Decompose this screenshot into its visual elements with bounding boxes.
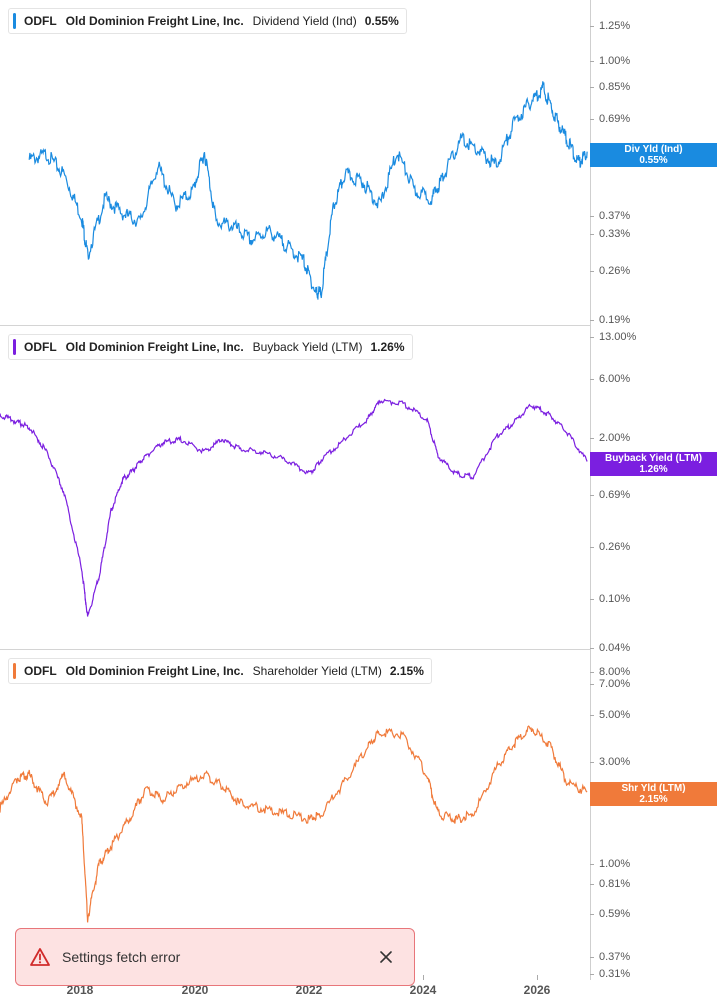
y-tick-label: 0.69%: [599, 113, 631, 125]
x-tick-label: 2022: [295, 983, 323, 997]
current-value-badge: Buyback Yield (LTM) 1.26%: [590, 452, 717, 476]
y-tick-mark: [590, 715, 594, 716]
y-tick-mark: [590, 672, 594, 673]
badge-value: 2.15%: [639, 794, 668, 805]
chart-plot-area: [0, 725, 588, 923]
x-tick-label: 2018: [66, 983, 94, 997]
y-tick-mark: [590, 337, 594, 338]
y-tick-label: 13.00%: [599, 331, 637, 343]
badge-series-label: Shr Yld (LTM): [621, 783, 686, 794]
badge-value: 1.26%: [639, 464, 668, 475]
y-tick-mark: [590, 271, 594, 272]
x-tick-label: 2026: [523, 983, 551, 997]
series-color-swatch: [13, 13, 16, 29]
y-tick-mark: [590, 974, 594, 975]
y-tick-mark: [590, 320, 594, 321]
series-color-swatch: [13, 663, 16, 679]
y-tick-label: 5.00%: [599, 709, 631, 721]
y-tick-label: 1.25%: [599, 20, 631, 32]
y-tick-mark: [590, 648, 594, 649]
y-tick-mark: [590, 438, 594, 439]
y-tick-label: 6.00%: [599, 373, 631, 385]
legend-ticker: ODFL: [24, 664, 57, 678]
toast-message: Settings fetch error: [62, 949, 181, 965]
series-line: [0, 725, 588, 923]
y-tick-label: 0.33%: [599, 228, 631, 240]
x-tick-label: 2020: [181, 983, 209, 997]
y-tick-label: 0.19%: [599, 314, 631, 326]
y-tick-mark: [590, 884, 594, 885]
legend-metric: Buyback Yield (LTM): [252, 340, 363, 354]
legend-ticker: ODFL: [24, 14, 57, 28]
legend-company: Old Dominion Freight Line, Inc.: [65, 664, 244, 678]
y-tick-label: 0.59%: [599, 908, 631, 920]
badge-series-label: Buyback Yield (LTM): [604, 453, 703, 464]
series-line: [28, 81, 588, 300]
warning-triangle-icon: [30, 948, 50, 966]
y-tick-mark: [590, 599, 594, 600]
y-tick-label: 0.81%: [599, 878, 631, 890]
y-tick-mark: [590, 762, 594, 763]
current-value-badge: Div Yld (Ind) 0.55%: [590, 143, 717, 167]
y-tick-label: 0.26%: [599, 541, 631, 553]
y-tick-label: 0.37%: [599, 951, 631, 963]
legend-metric: Dividend Yield (Ind): [252, 14, 357, 28]
legend-company: Old Dominion Freight Line, Inc.: [65, 340, 244, 354]
close-icon: [380, 951, 392, 963]
panel-divider: [0, 325, 590, 326]
y-tick-mark: [590, 26, 594, 27]
buyback-yield-panel: ODFL Old Dominion Freight Line, Inc. Buy…: [0, 326, 717, 649]
series-line: [0, 398, 588, 617]
x-tick-mark: [537, 975, 538, 980]
y-tick-mark: [590, 684, 594, 685]
current-value-badge: Shr Yld (LTM) 2.15%: [590, 782, 717, 806]
close-button[interactable]: [372, 943, 400, 971]
legend-value: 1.26%: [370, 340, 405, 354]
y-tick-label: 2.00%: [599, 432, 631, 444]
legend-metric: Shareholder Yield (LTM): [252, 664, 382, 678]
legend-value: 2.15%: [389, 664, 424, 678]
panel-divider: [0, 649, 590, 650]
y-tick-label: 1.00%: [599, 55, 631, 67]
legend-company: Old Dominion Freight Line, Inc.: [65, 14, 244, 28]
y-tick-label: 3.00%: [599, 756, 631, 768]
y-tick-mark: [590, 379, 594, 380]
dividend-yield-legend: ODFL Old Dominion Freight Line, Inc. Div…: [8, 8, 407, 34]
y-tick-label: 0.37%: [599, 210, 631, 222]
dividend-yield-panel: ODFL Old Dominion Freight Line, Inc. Div…: [0, 0, 717, 325]
y-tick-mark: [590, 914, 594, 915]
y-tick-mark: [590, 216, 594, 217]
y-tick-mark: [590, 119, 594, 120]
y-tick-label: 0.69%: [599, 489, 631, 501]
y-tick-label: 0.10%: [599, 593, 631, 605]
y-tick-label: 0.04%: [599, 642, 631, 654]
shareholder-yield-legend: ODFL Old Dominion Freight Line, Inc. Sha…: [8, 658, 432, 684]
error-toast: Settings fetch error: [15, 928, 415, 986]
buyback-yield-legend: ODFL Old Dominion Freight Line, Inc. Buy…: [8, 334, 413, 360]
chart-plot-area: [0, 398, 588, 617]
y-tick-mark: [590, 61, 594, 62]
badge-series-label: Div Yld (Ind): [624, 144, 683, 155]
y-tick-label: 7.00%: [599, 678, 631, 690]
y-tick-mark: [590, 957, 594, 958]
y-tick-label: 0.26%: [599, 265, 631, 277]
x-tick-label: 2024: [409, 983, 437, 997]
x-tick-mark: [423, 975, 424, 980]
badge-value: 0.55%: [639, 155, 668, 166]
y-tick-mark: [590, 547, 594, 548]
y-tick-label: 0.31%: [599, 968, 631, 980]
shareholder-yield-panel: ODFL Old Dominion Freight Line, Inc. Sha…: [0, 650, 717, 980]
y-tick-mark: [590, 234, 594, 235]
y-tick-label: 0.85%: [599, 81, 631, 93]
y-tick-mark: [590, 495, 594, 496]
y-tick-label: 1.00%: [599, 858, 631, 870]
chart-plot-area: [28, 81, 588, 300]
y-tick-label: 8.00%: [599, 666, 631, 678]
legend-ticker: ODFL: [24, 340, 57, 354]
y-tick-mark: [590, 864, 594, 865]
right-axis-line: [590, 0, 591, 980]
y-tick-mark: [590, 87, 594, 88]
legend-value: 0.55%: [364, 14, 399, 28]
series-color-swatch: [13, 339, 16, 355]
